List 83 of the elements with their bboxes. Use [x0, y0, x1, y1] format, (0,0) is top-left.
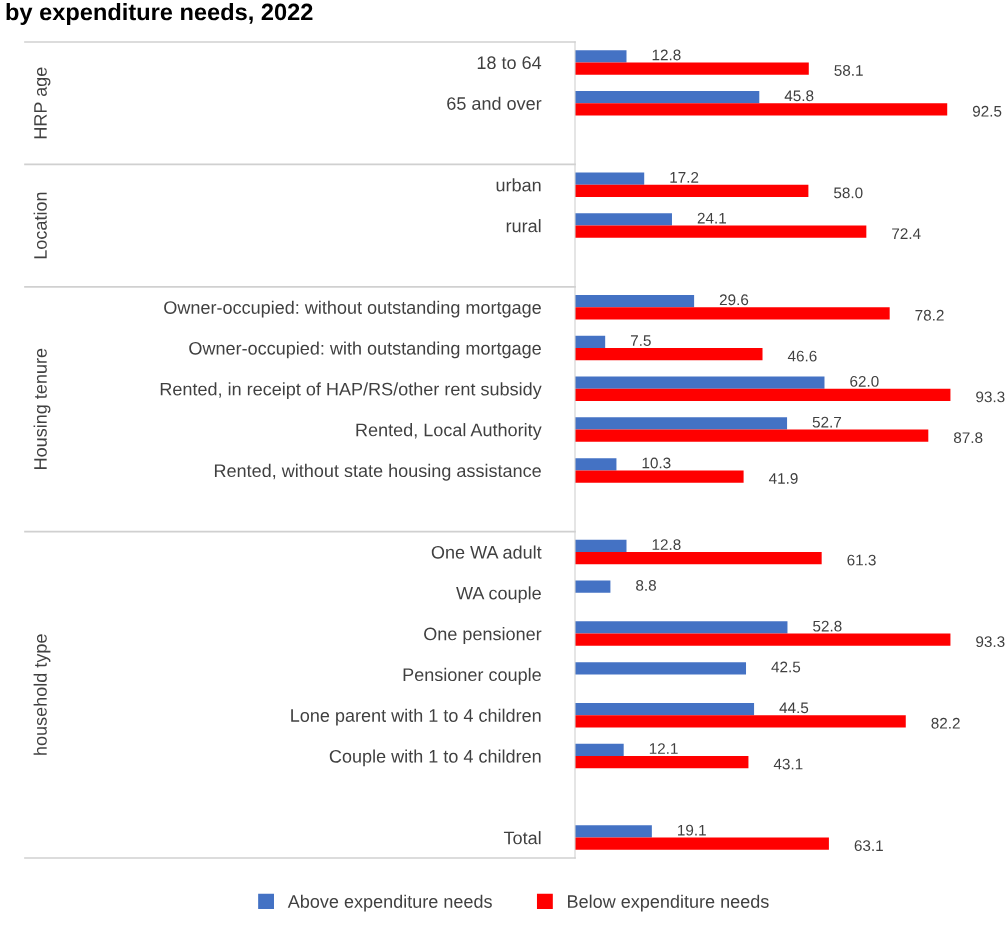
- data-label: 29.6: [719, 294, 749, 306]
- bar: [575, 743, 624, 756]
- bar: [575, 103, 948, 116]
- bar: [575, 335, 606, 348]
- text: HRP age: [34, 67, 51, 139]
- y-tick-label: One pensioner: [424, 627, 542, 644]
- data-label: 12.1: [649, 743, 678, 754]
- data-label: 92.5: [972, 105, 1002, 117]
- bar: [575, 184, 809, 198]
- y-tick-label: Pensioner couple: [403, 667, 541, 685]
- data-label: 58.0: [834, 187, 863, 199]
- y-tick-label: 18 to 64: [477, 56, 542, 70]
- bar: [575, 50, 627, 63]
- data-label: 12.8: [652, 539, 681, 550]
- bar: [575, 294, 695, 308]
- bar: [575, 621, 788, 634]
- bar: [575, 429, 929, 442]
- data-label: 62.0: [850, 375, 879, 387]
- bar: [575, 62, 809, 75]
- y-tick-label: WA couple: [456, 586, 541, 604]
- y-tick-label: rural: [506, 219, 541, 233]
- bar: [575, 376, 825, 389]
- y-tick-label: Couple with 1 to 4 children: [329, 749, 541, 767]
- bar: [575, 172, 645, 185]
- data-label: 8.8: [636, 579, 656, 591]
- y-tick-label: One WA adult: [431, 545, 542, 559]
- bar: [575, 470, 744, 483]
- data-label: 93.3: [976, 636, 1005, 648]
- data-label: 41.9: [768, 473, 798, 484]
- data-label: 44.5: [779, 702, 809, 714]
- data-label: 52.8: [813, 620, 842, 632]
- bar: [575, 213, 672, 226]
- data-label: 72.4: [892, 228, 921, 239]
- data-label: 52.7: [812, 416, 842, 428]
- bar: [575, 225, 867, 238]
- data-label: 17.2: [670, 171, 699, 183]
- data-label: 78.2: [915, 309, 944, 321]
- data-label: 43.1: [773, 758, 803, 770]
- text: Housing tenure: [33, 348, 51, 469]
- text: Location: [33, 192, 47, 259]
- bar: [575, 580, 611, 593]
- y-tick-label: urban: [496, 178, 541, 192]
- y-tick-label: Owner-occupied: without outstanding mortgage: [164, 300, 541, 318]
- data-label: 19.1: [678, 824, 706, 836]
- data-label: 87.8: [953, 432, 983, 444]
- legend-label: Above expenditure needs: [287, 894, 492, 912]
- bar: [575, 417, 788, 430]
- legend-label: Below expenditure needs: [568, 894, 769, 912]
- bar: [575, 539, 627, 552]
- y-tick-label: Rented, Local Authority: [356, 423, 542, 440]
- data-label: 12.8: [652, 49, 681, 61]
- data-label: 45.8: [784, 90, 814, 102]
- data-label: 63.1: [854, 840, 883, 852]
- bar: [575, 702, 755, 716]
- data-label: 7.5: [630, 335, 651, 346]
- y-tick-label: Rented, without state housing assistance: [214, 463, 541, 481]
- text: by expenditure needs, 2022: [6, 3, 313, 25]
- bar: [575, 388, 951, 402]
- data-label: 82.2: [931, 717, 960, 729]
- bar: [575, 348, 763, 361]
- text: household type: [33, 634, 51, 755]
- data-label: 42.5: [771, 661, 801, 673]
- y-tick-label: Owner-occupied: with outstanding mortgage: [189, 341, 541, 359]
- bar: [575, 756, 749, 769]
- y-tick-label: Rented, in receipt of HAP/RS/other rent subsidy: [160, 382, 542, 400]
- data-label: 46.6: [787, 350, 817, 362]
- bar: [575, 458, 617, 471]
- bar: [575, 633, 951, 646]
- data-label: 24.1: [697, 212, 726, 224]
- data-label: 58.1: [834, 65, 863, 76]
- bar: [575, 552, 822, 565]
- y-tick-label: Lone parent with 1 to 4 children: [291, 708, 541, 726]
- bar: [575, 825, 652, 838]
- bar: [575, 837, 829, 850]
- y-tick-label: Total: [503, 831, 541, 845]
- data-label: 10.3: [642, 457, 671, 469]
- y-tick-label: 65 and over: [447, 96, 542, 110]
- data-label: 61.3: [847, 554, 876, 566]
- data-label: 93.3: [976, 391, 1005, 403]
- bar: [575, 715, 906, 728]
- bar: [575, 662, 747, 675]
- bar: [575, 90, 760, 104]
- bar: [575, 307, 890, 320]
